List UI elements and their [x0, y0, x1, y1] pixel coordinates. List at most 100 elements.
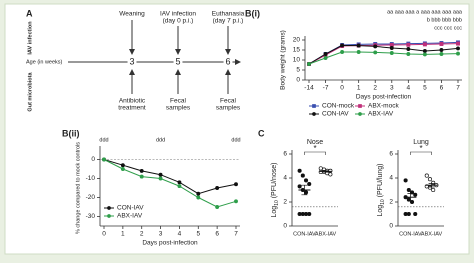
marker	[456, 46, 460, 51]
event-label: Euthanasia	[212, 11, 245, 18]
event-label: (day 7 p.i.)	[213, 18, 244, 25]
x-tick-label: 2	[140, 231, 144, 238]
y-tick-label: 10	[293, 57, 301, 64]
marker	[234, 199, 238, 204]
error-bar	[407, 193, 414, 202]
series-line	[308, 51, 459, 65]
x-tick-label: 2	[373, 85, 377, 92]
y-axis-title-part: (PFU/lung)	[377, 163, 384, 199]
y-tick-label: 20	[293, 37, 301, 44]
marker	[422, 49, 427, 53]
y-tick-label: 5	[296, 67, 300, 74]
event-label: Weaning	[119, 11, 145, 18]
y-tick-label: -20	[86, 194, 96, 201]
y-axis-title-part: 10	[380, 199, 386, 205]
y-axis-title: % change compared to mock controls	[75, 142, 81, 234]
marker	[300, 173, 305, 178]
marker	[328, 168, 333, 173]
marker	[406, 211, 411, 217]
marker	[297, 168, 302, 173]
annotation: ccc ccc ccc	[434, 25, 462, 31]
annotation: b bbb bbb bbb	[427, 17, 462, 23]
annotation: aa aaa aaa a aaa aaa aaa aaa	[387, 9, 463, 15]
error-bar	[301, 184, 308, 196]
legend-label: ABX-IAV	[368, 111, 394, 118]
x-tick-label: 7	[456, 85, 460, 92]
y-axis-title-part: Log	[271, 206, 278, 218]
legend-label: CON-mock	[322, 103, 355, 110]
marker	[177, 184, 182, 189]
marker	[456, 51, 460, 56]
marker	[406, 187, 411, 193]
error-bar	[428, 183, 435, 188]
significance-bracket	[410, 151, 432, 155]
marker	[177, 180, 182, 185]
x-tick-label: ABX-IAV	[421, 231, 443, 237]
legend-label: ABX-IAV	[117, 213, 143, 220]
y-tick-label: 6	[283, 151, 287, 158]
x-tick-label: 4	[178, 231, 182, 238]
event-label: Fecal	[170, 98, 186, 105]
marker	[403, 178, 408, 183]
legend-label: ABX-mock	[368, 103, 399, 110]
panel-label: B(i)	[245, 8, 260, 18]
marker	[389, 46, 394, 50]
marker	[158, 172, 163, 177]
marker	[431, 180, 436, 185]
week-marker	[223, 57, 233, 67]
marker	[323, 52, 328, 56]
x-tick-label: CON-IAV	[293, 231, 316, 237]
y-tick-label: 4	[283, 175, 287, 182]
marker	[102, 157, 106, 162]
marker	[413, 192, 418, 197]
series-line	[103, 159, 237, 195]
x-tick-label: 1	[357, 85, 361, 92]
marker	[196, 195, 201, 200]
marker	[215, 205, 220, 209]
x-tick-label: ABX-IAV	[315, 231, 337, 237]
marker	[158, 176, 163, 181]
y-axis-title-part: Log	[377, 205, 384, 217]
timeline: A IAV infection Age (in weeks) Gut micro…	[26, 8, 245, 111]
x-tick-label: -7	[323, 85, 329, 92]
event-label: Fecal	[220, 98, 236, 105]
y-tick-label: 0	[389, 223, 393, 230]
marker	[439, 48, 444, 52]
x-axis-title: Days post-infection	[356, 94, 412, 101]
row-label: Gut microbiota	[27, 72, 33, 112]
marker	[422, 42, 427, 47]
marker	[424, 173, 429, 178]
marker	[328, 172, 333, 177]
marker	[431, 187, 436, 193]
y-tick-label: 4	[389, 175, 393, 182]
marker	[373, 44, 378, 49]
subplot-title: Lung	[413, 139, 429, 146]
x-tick-label: 3	[159, 231, 163, 238]
week-marker	[127, 57, 137, 67]
y-tick-label: 2	[283, 199, 287, 206]
x-tick-label: 6	[215, 231, 219, 238]
annotation: ddd	[99, 137, 108, 143]
marker	[120, 163, 125, 168]
y-axis-title: Body weight (grams)	[280, 30, 287, 90]
week-marker	[173, 57, 183, 67]
marker	[323, 56, 328, 60]
panel-label: B(ii)	[62, 128, 80, 138]
y-tick-label: 0	[91, 156, 95, 163]
error-bar	[322, 170, 329, 173]
y-tick-label: 2	[389, 199, 393, 206]
x-tick-label: 4	[407, 85, 411, 92]
week-number: 6	[225, 56, 230, 66]
legend-label: CON-IAV	[117, 205, 144, 212]
marker	[312, 104, 316, 108]
event-label: IAV infection	[160, 11, 196, 18]
marker	[234, 182, 238, 187]
marker	[303, 178, 309, 183]
annotation: ddd	[231, 137, 240, 143]
marker	[406, 42, 411, 47]
significance-label: *	[419, 144, 422, 153]
marker	[297, 184, 302, 189]
marker	[139, 174, 144, 179]
panel-label: A	[26, 8, 33, 18]
